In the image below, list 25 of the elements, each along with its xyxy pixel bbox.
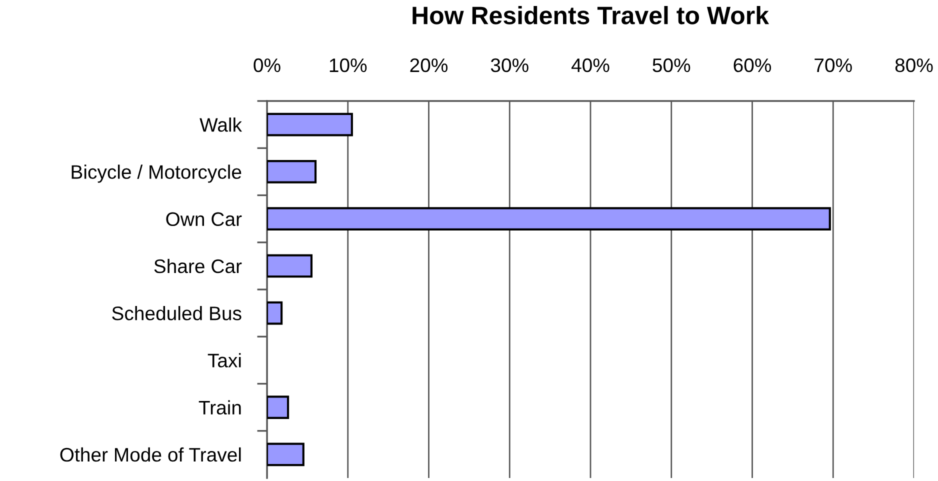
x-tick-label: 0% (254, 58, 280, 72)
y-tick-label: Own Car (166, 212, 242, 226)
bar (267, 442, 304, 466)
x-tick-label: 10% (330, 58, 367, 72)
y-tick-label: Taxi (208, 353, 241, 368)
bar (267, 254, 313, 278)
bar (267, 396, 290, 419)
y-tick-label: Train (198, 400, 241, 415)
y-tick-label: Other Mode of Travel (60, 447, 241, 462)
bar (267, 207, 831, 230)
bar (267, 301, 283, 325)
y-tick-label: Walk (200, 118, 242, 132)
bar (267, 112, 353, 136)
y-tick-label: Bicycle / Motorcycle (72, 164, 242, 183)
x-tick-label: 50% (652, 58, 690, 72)
x-tick-label: 30% (490, 58, 528, 72)
x-tick-label: 70% (814, 58, 852, 72)
x-tick-label: 20% (410, 58, 448, 72)
x-tick-label: 60% (734, 58, 772, 72)
y-tick-label: Scheduled Bus (112, 306, 242, 320)
bar (267, 160, 317, 184)
x-tick-label: 80% (895, 58, 933, 72)
y-tick-label: Share Car (154, 258, 242, 274)
chart-title: How Residents Travel to Work (412, 6, 770, 24)
x-tick-label: 40% (571, 58, 610, 72)
